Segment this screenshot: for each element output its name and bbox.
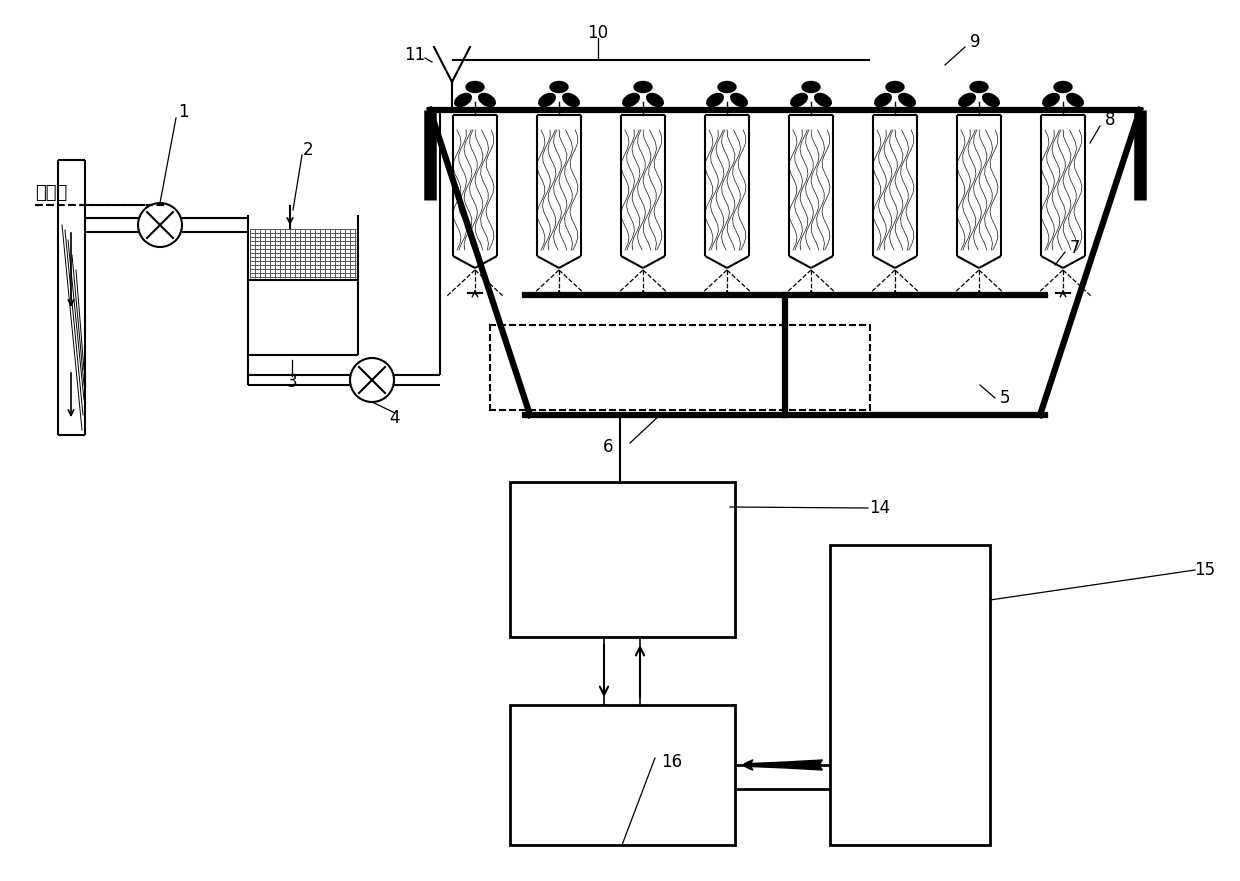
Ellipse shape bbox=[647, 93, 663, 107]
Bar bbox=[510, 705, 735, 845]
Text: 3: 3 bbox=[286, 373, 298, 391]
Ellipse shape bbox=[466, 82, 484, 93]
Ellipse shape bbox=[874, 93, 892, 107]
Text: 9: 9 bbox=[970, 33, 981, 51]
Text: 11: 11 bbox=[404, 46, 425, 64]
Ellipse shape bbox=[455, 93, 471, 107]
Ellipse shape bbox=[551, 82, 568, 93]
Ellipse shape bbox=[538, 93, 556, 107]
Text: 16: 16 bbox=[661, 753, 682, 771]
Text: 14: 14 bbox=[869, 499, 890, 517]
Ellipse shape bbox=[563, 93, 579, 107]
Bar bbox=[830, 545, 990, 845]
Text: 8: 8 bbox=[1105, 111, 1115, 129]
Ellipse shape bbox=[479, 93, 495, 107]
Text: 6: 6 bbox=[603, 438, 614, 456]
Ellipse shape bbox=[1054, 82, 1073, 93]
Ellipse shape bbox=[887, 82, 904, 93]
Ellipse shape bbox=[718, 82, 737, 93]
Text: 2: 2 bbox=[303, 141, 314, 159]
Ellipse shape bbox=[815, 93, 831, 107]
Bar bbox=[510, 482, 735, 637]
Text: 5: 5 bbox=[999, 389, 1011, 407]
Ellipse shape bbox=[983, 93, 999, 107]
Ellipse shape bbox=[707, 93, 723, 107]
Ellipse shape bbox=[622, 93, 640, 107]
Ellipse shape bbox=[1066, 93, 1084, 107]
Ellipse shape bbox=[970, 82, 988, 93]
Text: 15: 15 bbox=[1194, 561, 1215, 579]
Text: 4: 4 bbox=[389, 409, 401, 427]
Ellipse shape bbox=[634, 82, 652, 93]
Ellipse shape bbox=[899, 93, 915, 107]
Ellipse shape bbox=[1043, 93, 1059, 107]
Text: 1: 1 bbox=[177, 103, 188, 121]
Ellipse shape bbox=[791, 93, 807, 107]
Text: 10: 10 bbox=[588, 24, 609, 42]
Text: 海平面: 海平面 bbox=[35, 184, 67, 202]
Ellipse shape bbox=[730, 93, 748, 107]
Ellipse shape bbox=[959, 93, 976, 107]
Text: 7: 7 bbox=[1070, 239, 1080, 257]
Ellipse shape bbox=[802, 82, 820, 93]
